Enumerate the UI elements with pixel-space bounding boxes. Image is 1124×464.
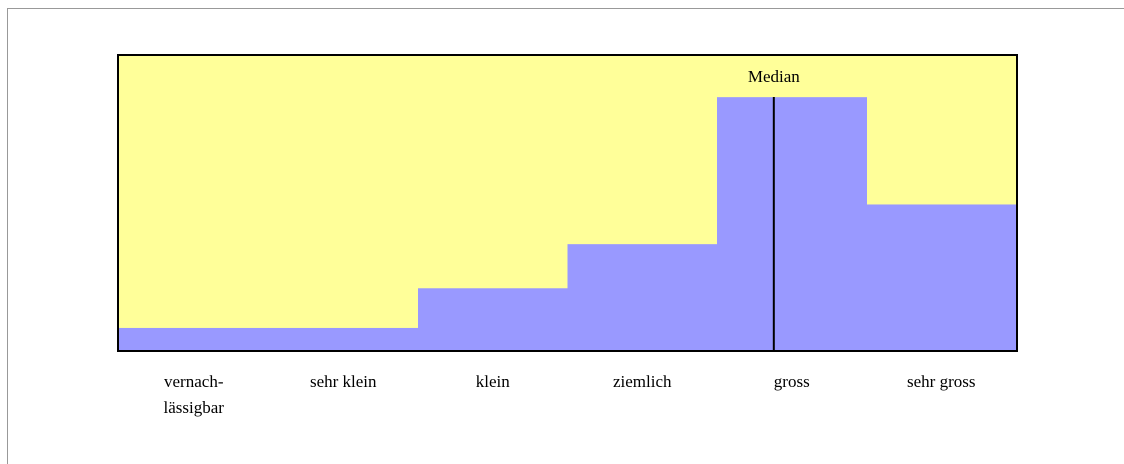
annotation: Median — [748, 67, 800, 86]
x-tick-label: sehr klein — [309, 372, 377, 391]
x-tick-label: sehr gross — [907, 372, 976, 391]
bar — [418, 288, 568, 350]
x-tick-label: ziemlich — [612, 372, 672, 391]
bar — [717, 97, 867, 350]
x-tick-label: klein — [475, 372, 510, 391]
frame — [7, 8, 1124, 464]
bar — [119, 327, 269, 350]
bar — [866, 204, 1017, 350]
bar — [268, 327, 419, 350]
bar — [567, 244, 718, 350]
x-tick-label: vernach- lässigbar — [163, 372, 224, 417]
plot-border — [117, 54, 1018, 352]
x-tick-label: gross — [773, 372, 810, 391]
